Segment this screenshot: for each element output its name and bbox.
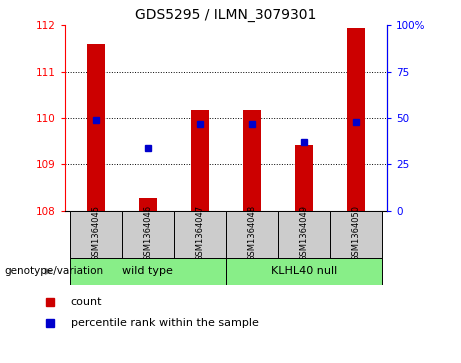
Bar	[122, 211, 174, 258]
Text: GSM1364046: GSM1364046	[143, 205, 152, 261]
Text: wild type: wild type	[122, 266, 173, 276]
Text: GSM1364050: GSM1364050	[351, 205, 361, 261]
Text: percentile rank within the sample: percentile rank within the sample	[71, 318, 259, 329]
Bar	[347, 28, 365, 211]
Bar	[70, 211, 122, 258]
Bar	[191, 110, 209, 211]
Bar	[70, 258, 226, 285]
Bar	[295, 145, 313, 211]
Bar	[278, 211, 330, 258]
Bar	[139, 197, 157, 211]
Bar	[243, 110, 261, 211]
Title: GDS5295 / ILMN_3079301: GDS5295 / ILMN_3079301	[135, 8, 317, 22]
Text: GSM1364049: GSM1364049	[300, 205, 308, 261]
Text: GSM1364045: GSM1364045	[91, 205, 100, 261]
Text: count: count	[71, 297, 102, 307]
Text: genotype/variation: genotype/variation	[5, 266, 104, 276]
Text: KLHL40 null: KLHL40 null	[271, 266, 337, 276]
Bar	[226, 211, 278, 258]
Bar	[330, 211, 382, 258]
Text: GSM1364048: GSM1364048	[248, 205, 256, 261]
Text: GSM1364047: GSM1364047	[195, 205, 204, 261]
Bar	[87, 44, 105, 211]
Bar	[174, 211, 226, 258]
Bar	[226, 258, 382, 285]
